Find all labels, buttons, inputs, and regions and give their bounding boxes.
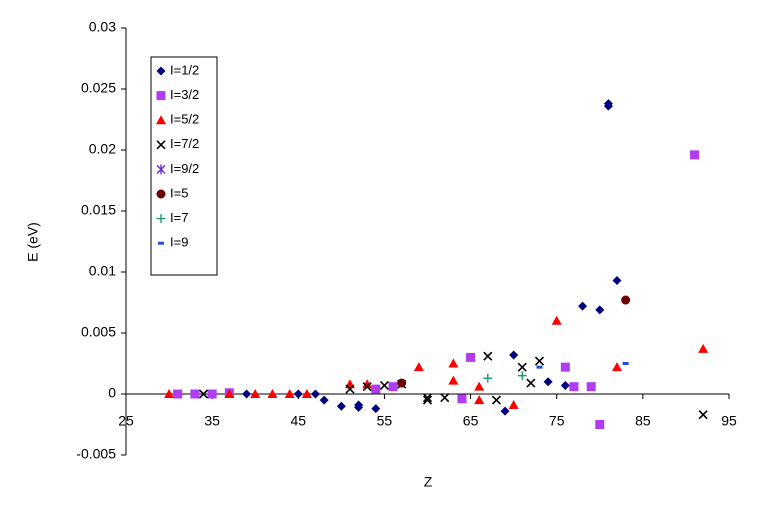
point bbox=[293, 389, 303, 399]
y-tick-label: 0.03 bbox=[89, 19, 116, 35]
point bbox=[207, 389, 217, 399]
point bbox=[621, 295, 631, 305]
legend-marker bbox=[156, 189, 166, 199]
point bbox=[483, 351, 493, 361]
point bbox=[362, 379, 373, 389]
point bbox=[354, 402, 364, 412]
point bbox=[388, 382, 398, 392]
point bbox=[250, 389, 261, 398]
point bbox=[422, 393, 433, 403]
legend-marker bbox=[158, 241, 164, 245]
y-axis-label: E (eV) bbox=[25, 222, 41, 262]
point bbox=[371, 384, 381, 394]
point bbox=[448, 375, 459, 385]
x-tick-label: 25 bbox=[118, 413, 134, 429]
point bbox=[284, 389, 295, 398]
point bbox=[422, 395, 433, 405]
x-tick-label: 75 bbox=[549, 413, 565, 429]
point bbox=[440, 393, 450, 403]
point bbox=[267, 389, 278, 398]
point bbox=[560, 362, 570, 372]
y-tick-label: 0.005 bbox=[81, 324, 116, 340]
point bbox=[517, 371, 527, 381]
point bbox=[379, 380, 389, 391]
y-tick-label: 0 bbox=[108, 385, 116, 401]
legend-label: I=5 bbox=[170, 185, 188, 200]
y-tick-label: 0.01 bbox=[89, 263, 116, 279]
x-tick-label: 55 bbox=[377, 413, 393, 429]
point bbox=[371, 404, 381, 414]
point bbox=[595, 305, 605, 315]
point bbox=[569, 382, 579, 392]
x-tick-label: 35 bbox=[204, 413, 220, 429]
point bbox=[586, 382, 596, 392]
point bbox=[224, 389, 235, 398]
point bbox=[612, 276, 622, 286]
point bbox=[534, 356, 545, 366]
point bbox=[491, 395, 501, 405]
point bbox=[622, 362, 629, 365]
legend-marker bbox=[156, 91, 166, 101]
legend-label: I=9 bbox=[170, 235, 188, 250]
x-tick-label: 65 bbox=[463, 413, 479, 429]
legend-label: I=5/2 bbox=[170, 112, 199, 127]
point bbox=[336, 401, 346, 411]
legend-label: I=1/2 bbox=[170, 62, 199, 77]
point bbox=[413, 362, 424, 372]
x-axis-label: Z bbox=[424, 474, 433, 490]
point bbox=[301, 389, 312, 398]
point bbox=[362, 382, 372, 392]
legend-label: I=3/2 bbox=[170, 87, 199, 102]
point bbox=[319, 395, 329, 405]
point bbox=[698, 343, 709, 353]
legend-marker bbox=[156, 214, 166, 224]
point bbox=[242, 389, 252, 399]
point bbox=[466, 352, 476, 362]
point bbox=[457, 394, 467, 404]
point bbox=[517, 362, 527, 372]
point bbox=[526, 378, 536, 388]
point bbox=[173, 389, 183, 399]
y-tick-label: 0.02 bbox=[89, 141, 116, 157]
point bbox=[190, 389, 200, 399]
point bbox=[448, 358, 459, 368]
x-tick-label: 85 bbox=[635, 413, 651, 429]
y-tick-label: 0.015 bbox=[81, 202, 116, 218]
legend-marker bbox=[156, 66, 166, 76]
point bbox=[397, 378, 407, 388]
point bbox=[595, 420, 605, 429]
point bbox=[698, 410, 708, 420]
point bbox=[509, 350, 519, 360]
point bbox=[612, 362, 623, 372]
point bbox=[543, 377, 553, 387]
point bbox=[578, 301, 588, 311]
point bbox=[560, 380, 570, 390]
point bbox=[164, 389, 175, 398]
x-tick-label: 95 bbox=[721, 413, 737, 429]
legend-marker bbox=[156, 140, 166, 150]
point bbox=[311, 389, 321, 399]
point bbox=[474, 381, 485, 391]
x-tick-label: 45 bbox=[290, 413, 306, 429]
y-tick-label: -0.005 bbox=[76, 446, 116, 462]
point bbox=[474, 395, 485, 405]
legend-marker bbox=[156, 115, 166, 125]
legend-label: I=7/2 bbox=[170, 136, 199, 151]
point bbox=[500, 406, 510, 416]
legend-label: I=7 bbox=[170, 210, 188, 225]
point bbox=[198, 389, 209, 399]
y-tick-label: 0.025 bbox=[81, 80, 116, 96]
point bbox=[508, 399, 519, 409]
point bbox=[551, 315, 562, 325]
point bbox=[690, 150, 700, 160]
point bbox=[536, 365, 543, 369]
point bbox=[345, 384, 355, 394]
legend-label: I=9/2 bbox=[170, 161, 199, 176]
point bbox=[483, 373, 493, 383]
point bbox=[344, 379, 355, 389]
point bbox=[603, 101, 613, 111]
legend-marker bbox=[156, 164, 166, 175]
